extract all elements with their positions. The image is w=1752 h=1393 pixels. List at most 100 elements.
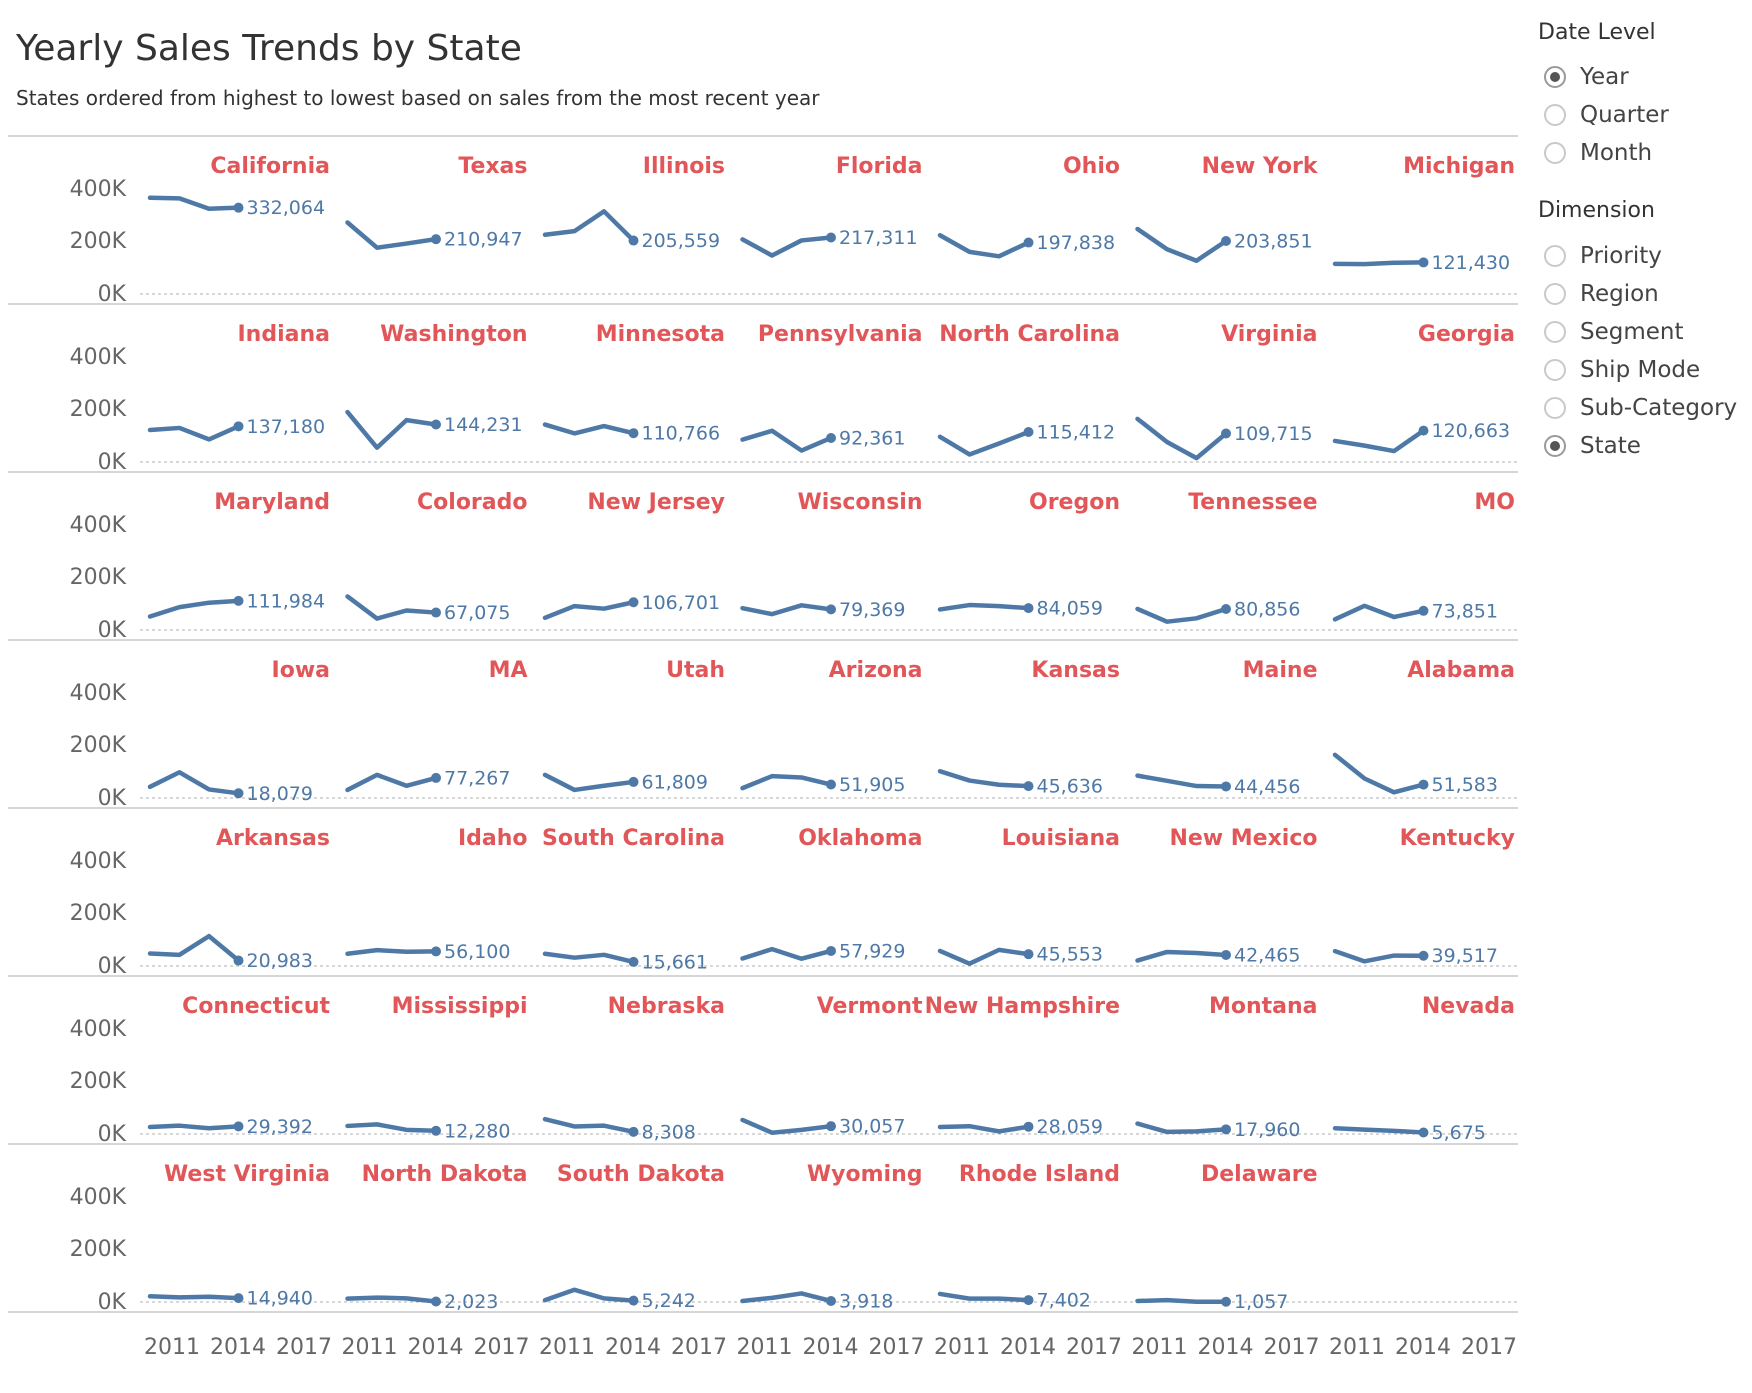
last-point-marker [431, 1296, 441, 1307]
radio-button-icon[interactable] [1544, 283, 1566, 305]
series-line [937, 947, 1031, 966]
state-label: Tennessee [1188, 490, 1317, 515]
state-label: Utah [666, 658, 725, 683]
last-point-marker [233, 955, 244, 966]
value-label: 79,369 [839, 599, 905, 621]
series-line [345, 1295, 439, 1304]
value-label: 92,361 [839, 427, 905, 449]
value-label: 115,412 [1037, 421, 1116, 443]
y-tick-label: 200K [70, 901, 127, 926]
state-label: New Mexico [1169, 826, 1317, 851]
state-label: Nevada [1422, 994, 1515, 1019]
series-line [740, 773, 834, 791]
state-label: Vermont [817, 994, 923, 1019]
value-label: 17,960 [1234, 1119, 1300, 1141]
radio-button-icon[interactable] [1544, 66, 1566, 88]
last-point-marker [826, 945, 836, 956]
radio-option-label: Ship Mode [1580, 357, 1701, 383]
value-label: 67,075 [444, 602, 510, 624]
y-tick-label: 0K [98, 786, 127, 811]
last-point-marker [1023, 1295, 1034, 1306]
last-point-marker [1023, 426, 1034, 437]
series-line [1332, 428, 1426, 454]
last-point-marker [233, 421, 244, 432]
state-label: New Jersey [587, 490, 725, 515]
y-tick-label: 0K [98, 1122, 127, 1147]
value-label: 5,675 [1432, 1122, 1486, 1144]
value-label: 210,947 [444, 229, 523, 251]
series-line [147, 195, 241, 211]
value-label: 44,456 [1234, 776, 1300, 798]
value-label: 14,940 [247, 1288, 313, 1310]
x-tick-label: 2017 [474, 1335, 530, 1360]
radio-option-sub-category[interactable]: Sub-Category [1544, 393, 1737, 423]
series-line [937, 768, 1031, 789]
state-label: Ohio [1063, 154, 1120, 179]
x-tick-label: 2014 [1395, 1335, 1451, 1360]
value-label: 332,064 [247, 197, 326, 219]
state-label: Mississippi [392, 994, 528, 1019]
series-line [740, 1291, 834, 1304]
state-label: Colorado [417, 490, 527, 515]
radio-button-icon[interactable] [1544, 104, 1566, 126]
state-label: Illinois [643, 154, 725, 179]
radio-option-quarter[interactable]: Quarter [1544, 100, 1669, 130]
radio-option-label: Priority [1580, 243, 1662, 269]
series-line [740, 603, 834, 617]
value-label: 80,856 [1234, 598, 1300, 620]
radio-option-year[interactable]: Year [1544, 62, 1629, 92]
radio-button-icon[interactable] [1544, 321, 1566, 343]
value-label: 20,983 [247, 950, 313, 972]
radio-button-icon[interactable] [1544, 359, 1566, 381]
value-label: 39,517 [1432, 945, 1498, 967]
radio-button-icon[interactable] [1544, 245, 1566, 267]
series-line [740, 1117, 834, 1135]
state-label: Arizona [829, 658, 923, 683]
radio-option-label: Month [1580, 140, 1653, 166]
state-label: South Dakota [557, 1162, 725, 1187]
x-tick-label: 2011 [1132, 1335, 1188, 1360]
series-line [345, 772, 439, 793]
radio-option-state[interactable]: State [1544, 431, 1641, 461]
series-line [345, 947, 439, 957]
series-line [937, 602, 1031, 612]
series-line [147, 1294, 241, 1301]
series-line [345, 220, 439, 250]
x-tick-label: 2011 [934, 1335, 990, 1360]
radio-option-region[interactable]: Region [1544, 279, 1659, 309]
last-point-marker [1023, 781, 1034, 792]
series-line [740, 946, 834, 961]
last-point-marker [1221, 1124, 1231, 1135]
series-line [542, 951, 636, 965]
last-point-marker [1418, 425, 1429, 436]
series-line [542, 422, 636, 436]
series-line [1332, 1126, 1426, 1135]
series-line [147, 598, 241, 619]
state-label: Iowa [272, 658, 330, 683]
state-label: MO [1474, 490, 1515, 515]
value-label: 45,553 [1037, 944, 1103, 966]
last-point-marker [628, 235, 639, 246]
radio-option-ship-mode[interactable]: Ship Mode [1544, 355, 1700, 385]
last-point-marker [826, 1295, 836, 1306]
radio-button-icon[interactable] [1544, 397, 1566, 419]
value-label: 203,851 [1234, 230, 1313, 252]
state-label: Oklahoma [798, 826, 922, 851]
state-label: Georgia [1418, 322, 1515, 347]
x-tick-label: 2014 [408, 1335, 464, 1360]
last-point-marker [1418, 950, 1429, 961]
x-tick-label: 2017 [1461, 1335, 1517, 1360]
state-label: Texas [458, 154, 527, 179]
last-point-marker [1023, 949, 1034, 960]
series-line [542, 209, 636, 243]
value-label: 217,311 [839, 227, 918, 249]
series-line [1332, 948, 1426, 964]
radio-option-month[interactable]: Month [1544, 138, 1652, 168]
radio-option-segment[interactable]: Segment [1544, 317, 1684, 347]
radio-button-icon[interactable] [1544, 142, 1566, 164]
radio-option-priority[interactable]: Priority [1544, 241, 1662, 271]
x-tick-label: 2011 [539, 1335, 595, 1360]
y-tick-label: 400K [70, 345, 127, 370]
radio-button-icon[interactable] [1544, 435, 1566, 457]
